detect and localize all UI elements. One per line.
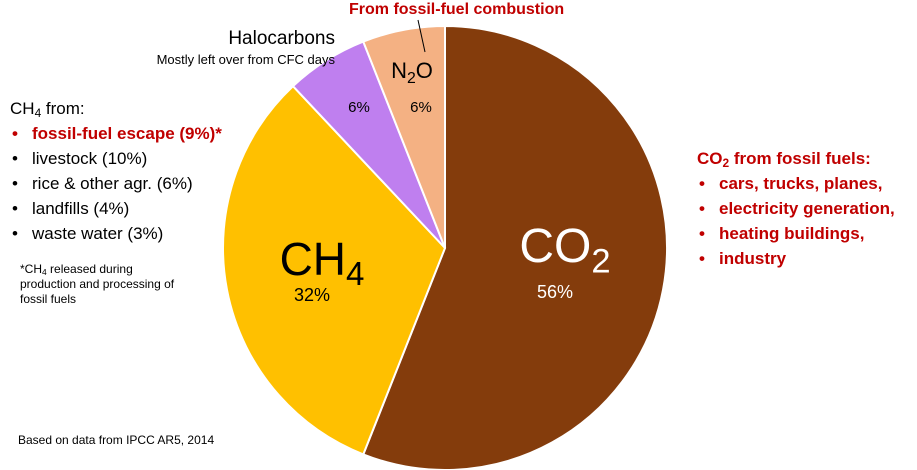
pie-slice-co2 bbox=[361, 24, 668, 470]
slice-label-n2o: N2O bbox=[391, 58, 433, 87]
co2-source-item: cars, trucks, planes, bbox=[697, 171, 895, 196]
halocarbons-title: Halocarbons bbox=[228, 28, 335, 49]
ch4-footnote: *CH4 released during production and proc… bbox=[20, 262, 175, 306]
co2-sources-heading: CO2 from fossil fuels: bbox=[697, 149, 871, 170]
co2-sources-list: cars, trucks, planes,electricity generat… bbox=[697, 171, 895, 271]
co2-sources-panel: CO2 from fossil fuels: cars, trucks, pla… bbox=[697, 146, 895, 271]
slice-label-co2: CO2 bbox=[519, 220, 610, 281]
fossil-fuel-combustion-label: From fossil-fuel combustion bbox=[349, 1, 565, 18]
pie-slice-ch4 bbox=[222, 84, 447, 456]
ch4-source-item: waste water (3%) bbox=[10, 221, 222, 246]
ch4-sources-panel: CH4 from: fossil-fuel escape (9%)*livest… bbox=[10, 96, 222, 246]
co2-source-item: electricity generation, bbox=[697, 196, 895, 221]
slice-label-ch4: CH4 bbox=[280, 233, 365, 293]
co2-source-item: industry bbox=[697, 246, 895, 271]
slice-value-n2o: 6% bbox=[410, 99, 432, 116]
halocarbons-label: Halocarbons Mostly left over from CFC da… bbox=[120, 28, 335, 67]
ch4-source-item: fossil-fuel escape (9%)* bbox=[10, 121, 222, 146]
halocarbons-subtitle: Mostly left over from CFC days bbox=[156, 52, 335, 67]
ch4-source-item: landfills (4%) bbox=[10, 196, 222, 221]
slice-value-co2: 56% bbox=[537, 282, 573, 302]
ch4-sources-list: fossil-fuel escape (9%)*livestock (10%)r… bbox=[10, 121, 222, 246]
source-note: Based on data from IPCC AR5, 2014 bbox=[18, 433, 215, 447]
ch4-sources-heading: CH4 from: bbox=[10, 99, 85, 120]
slice-value-ch4: 32% bbox=[294, 285, 330, 305]
slice-value-halocarbons: 6% bbox=[348, 99, 370, 116]
pie-slice-n2o bbox=[361, 24, 446, 249]
fossil-leader-line bbox=[417, 19, 426, 53]
co2-source-item: heating buildings, bbox=[697, 221, 895, 246]
ch4-source-item: rice & other agr. (6%) bbox=[10, 171, 222, 196]
ch4-source-item: livestock (10%) bbox=[10, 146, 222, 171]
